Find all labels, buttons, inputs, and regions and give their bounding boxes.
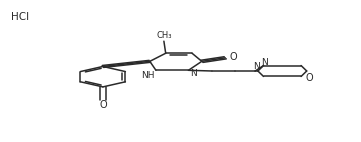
Text: O: O — [229, 52, 237, 62]
Text: N: N — [190, 69, 196, 78]
Text: NH: NH — [141, 71, 155, 80]
Text: N: N — [253, 62, 260, 71]
Text: CH₃: CH₃ — [156, 31, 171, 40]
Text: N: N — [261, 58, 268, 67]
Text: O: O — [99, 100, 107, 110]
Text: O: O — [305, 73, 313, 83]
Text: HCl: HCl — [11, 12, 29, 22]
